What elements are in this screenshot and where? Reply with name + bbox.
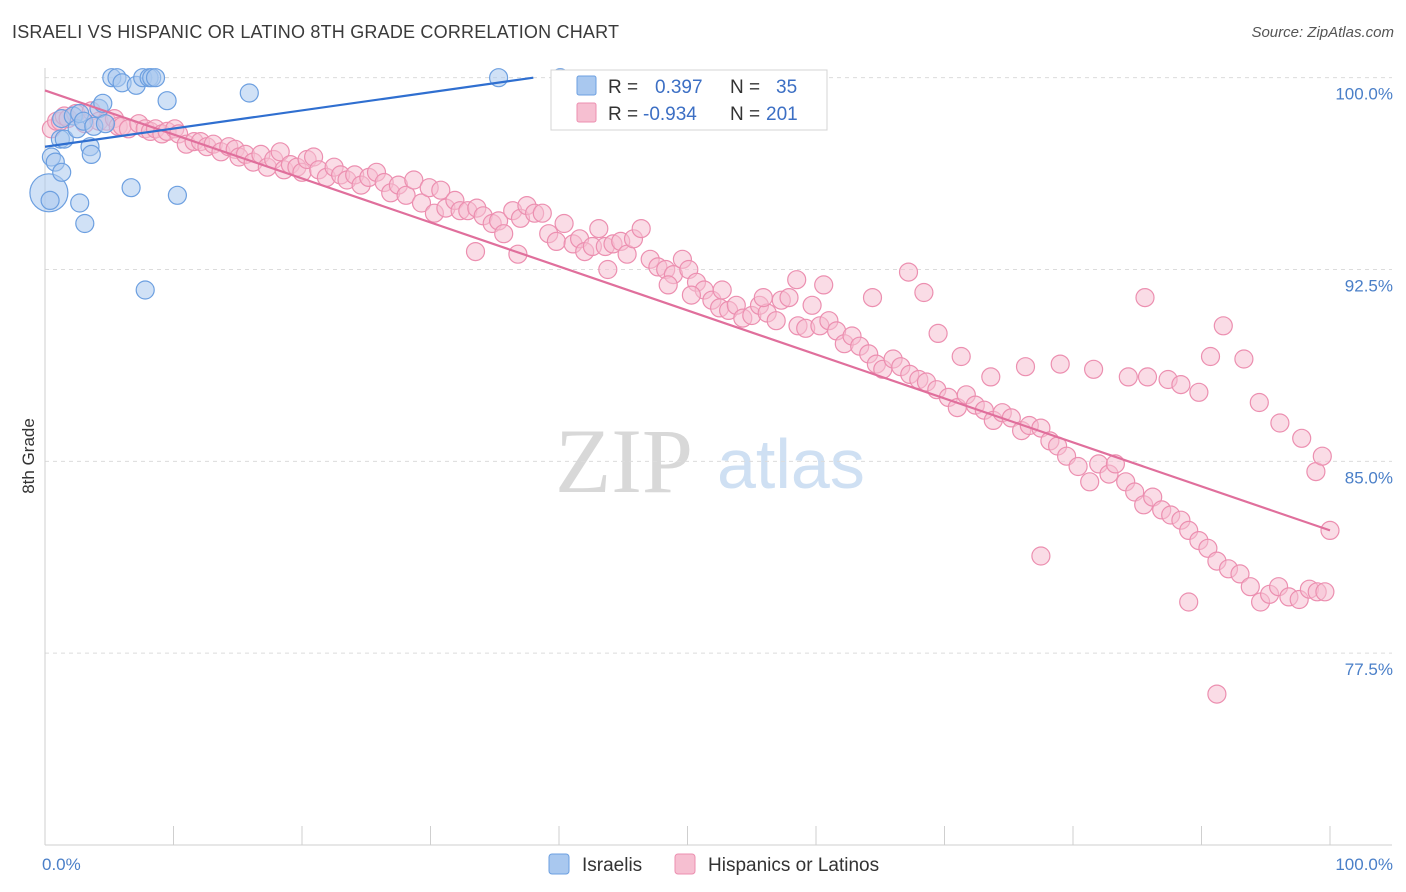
israeli-point: [40, 190, 60, 210]
source-credit: Source: ZipAtlas.com: [1251, 24, 1394, 41]
watermark-atlas: atlas: [717, 425, 865, 503]
israeli-point: [135, 280, 155, 300]
x-tick-label: 0.0%: [42, 855, 81, 874]
israeli-point: [167, 185, 187, 205]
hispanic-point: [1083, 359, 1104, 379]
legend-r-israelis: 0.397: [655, 77, 703, 98]
hispanic-point: [1213, 316, 1233, 336]
hispanic-point: [598, 259, 618, 280]
hispanic-point: [914, 282, 934, 303]
hispanic-point: [546, 231, 567, 251]
hispanic-point: [270, 142, 290, 162]
hispanic-point: [1240, 577, 1260, 597]
hispanic-point: [411, 193, 432, 213]
hispanic-point: [1137, 367, 1158, 387]
hispanic-point: [766, 311, 786, 331]
israeli-trend-line: [44, 76, 534, 148]
hispanic-point: [658, 275, 678, 295]
israeli-point: [70, 193, 90, 213]
y-tick-label: 92.5%: [1345, 277, 1393, 296]
hispanic-point: [862, 288, 883, 308]
hispanic-point: [1171, 375, 1191, 395]
hispanic-point: [1292, 428, 1312, 448]
israeli-point: [239, 83, 259, 103]
hispanic-points: [41, 101, 1340, 704]
chart-title: ISRAELI VS HISPANIC OR LATINO 8TH GRADE …: [12, 22, 620, 42]
israeli-point: [52, 162, 72, 182]
hispanic-point: [1270, 413, 1290, 433]
hispanic-point: [951, 346, 971, 367]
legend-box: R = 0.397 N = 35 R = -0.934 N = 201: [550, 69, 828, 131]
hispanic-point: [1230, 564, 1250, 584]
legend-n-label-1: N =: [730, 77, 760, 98]
hispanic-point: [404, 170, 424, 190]
hispanic-point: [589, 219, 609, 239]
bottom-legend-swatch-hispanics: [674, 853, 696, 875]
hispanic-point: [1135, 288, 1155, 308]
hispanic-point: [1118, 367, 1138, 387]
legend-n-hispanics: 201: [766, 104, 798, 125]
bottom-legend-israelis: Israelis: [582, 855, 642, 876]
legend-swatch-israelis: [576, 75, 597, 96]
y-axis-label: 8th Grade: [19, 418, 38, 494]
hispanic-point: [431, 180, 451, 200]
hispanic-point: [465, 242, 486, 262]
bottom-legend-swatch-israelis: [548, 853, 570, 875]
hispanic-point: [712, 280, 732, 300]
x-tick-label: 100.0%: [1335, 855, 1393, 874]
legend-r-label-1: R =: [608, 77, 638, 98]
y-tick-label: 85.0%: [1345, 468, 1393, 487]
hispanic-point: [1234, 349, 1254, 369]
hispanic-point: [1207, 684, 1227, 704]
hispanic-point: [396, 185, 416, 205]
hispanic-point: [753, 288, 773, 308]
hispanic-point: [1179, 592, 1199, 612]
legend-r-label-2: R =: [608, 104, 638, 125]
hispanic-point: [1315, 582, 1335, 602]
hispanic-point: [494, 224, 514, 244]
y-tick-label: 77.5%: [1345, 660, 1393, 679]
legend-r-hispanics: -0.934: [643, 104, 697, 125]
hispanic-point: [898, 262, 919, 282]
israeli-point: [157, 91, 177, 111]
hispanic-point: [1249, 392, 1269, 413]
trend-lines: [44, 76, 1331, 532]
watermark: ZIP atlas: [555, 410, 865, 512]
hispanic-point: [1050, 354, 1070, 374]
hispanic-point: [1200, 346, 1221, 367]
bottom-legend-hispanics: Hispanics or Latinos: [708, 855, 879, 876]
gridlines: 77.5% 85.0% 92.5% 100.0%: [45, 77, 1393, 679]
hispanic-point: [554, 213, 574, 234]
hispanic-point: [787, 270, 807, 290]
hispanic-point: [779, 288, 799, 308]
hispanic-point: [802, 295, 822, 315]
israeli-point: [81, 144, 101, 164]
legend-n-label-2: N =: [730, 104, 760, 125]
hispanic-point: [1189, 382, 1209, 402]
hispanic-point: [681, 285, 702, 305]
hispanic-trend-line: [44, 89, 1331, 532]
israeli-points: [29, 68, 570, 300]
hispanic-point: [1080, 472, 1100, 492]
israeli-point: [95, 114, 116, 134]
hispanic-point: [532, 203, 552, 223]
israeli-point: [75, 213, 95, 234]
bottom-legend: Israelis Hispanics or Latinos: [548, 853, 879, 876]
hispanic-point: [1031, 546, 1051, 566]
y-tick-label: 100.0%: [1335, 85, 1393, 104]
hispanic-point: [1015, 357, 1036, 377]
hispanic-point: [631, 219, 651, 239]
hispanic-point: [1312, 446, 1332, 466]
israeli-point: [145, 68, 166, 88]
legend-n-israelis: 35: [776, 77, 797, 98]
hispanic-point: [814, 275, 834, 295]
legend-swatch-hispanics: [576, 102, 597, 123]
hispanic-point: [1068, 456, 1088, 477]
israeli-point: [121, 178, 141, 198]
hispanic-point: [1320, 520, 1340, 541]
hispanic-point: [981, 367, 1001, 387]
hispanic-point: [928, 323, 948, 343]
